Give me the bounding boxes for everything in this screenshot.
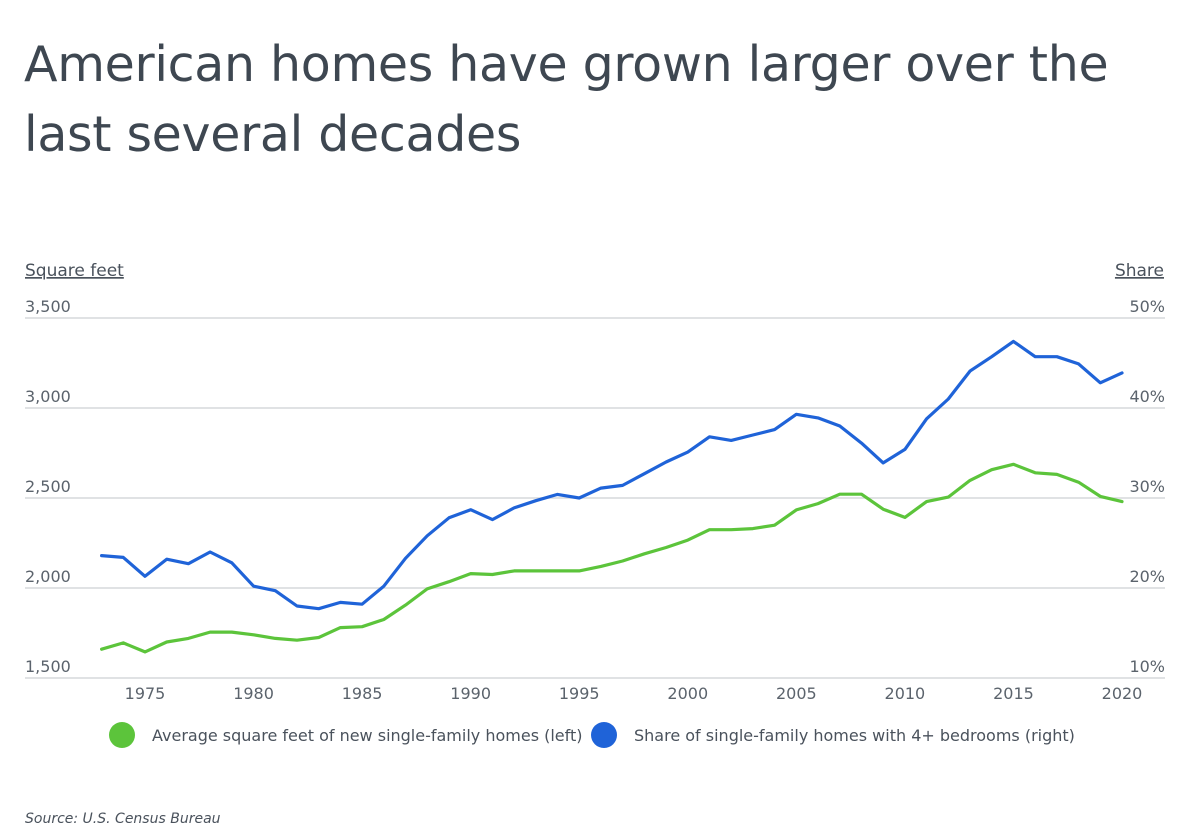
source-note: Source: U.S. Census Bureau — [25, 811, 221, 827]
x-tick-label: 1975 — [125, 684, 166, 703]
y-tick-left: 2,000 — [25, 567, 71, 586]
legend-marker-sqft — [109, 722, 135, 748]
y-tick-right: 50% — [1129, 297, 1165, 316]
x-tick-label: 2015 — [993, 684, 1034, 703]
x-tick-label: 1980 — [233, 684, 274, 703]
y-tick-left: 2,500 — [25, 477, 71, 496]
legend: Average square feet of new single-family… — [109, 722, 1075, 748]
y-tick-left: 3,000 — [25, 387, 71, 406]
y-tick-left: 1,500 — [25, 657, 71, 676]
series-line-share — [99, 339, 1124, 611]
legend-label-share: Share of single-family homes with 4+ bed… — [634, 726, 1075, 745]
x-tick-label: 2010 — [885, 684, 926, 703]
y-tick-right: 10% — [1129, 657, 1165, 676]
x-tick-label: 2020 — [1102, 684, 1143, 703]
legend-label-sqft: Average square feet of new single-family… — [152, 726, 583, 745]
series-line-sqft — [99, 462, 1124, 654]
right-axis-title: Share — [1115, 261, 1164, 281]
x-tick-label: 1995 — [559, 684, 600, 703]
y-tick-right: 30% — [1129, 477, 1165, 496]
left-axis-title: Square feet — [25, 261, 124, 281]
x-tick-label: 2000 — [667, 684, 708, 703]
chart-title: American homes have grown larger over th… — [24, 36, 1109, 163]
y-tick-right: 20% — [1129, 567, 1165, 586]
y-tick-right: 40% — [1129, 387, 1165, 406]
x-tick-label: 2005 — [776, 684, 817, 703]
legend-marker-share — [591, 722, 617, 748]
x-tick-label: 1985 — [342, 684, 383, 703]
x-tick-label: 1990 — [450, 684, 491, 703]
y-tick-left: 3,500 — [25, 297, 71, 316]
